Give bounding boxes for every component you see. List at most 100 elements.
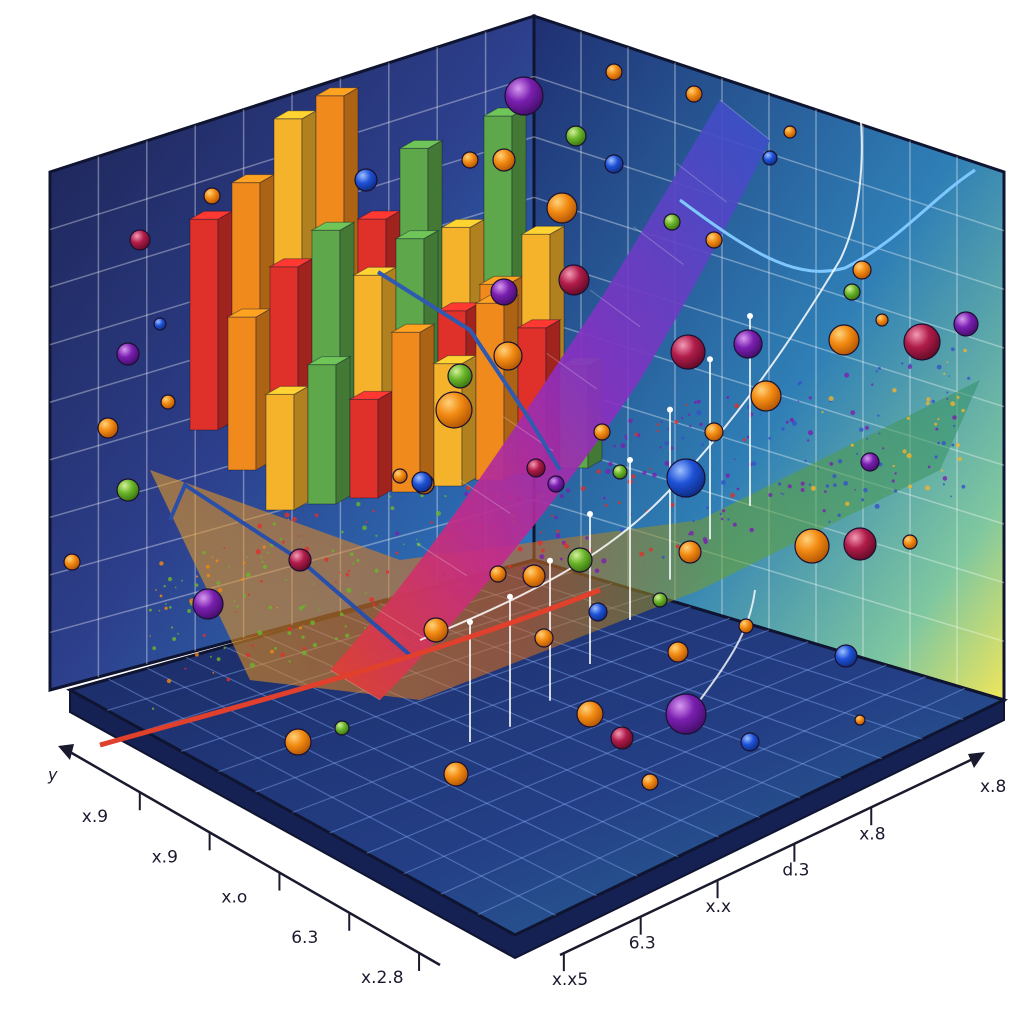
axis-left-tick-label: x.9 [82,807,108,827]
particle-dot [656,429,660,433]
sphere-marker [129,229,151,251]
particle-dot [508,564,512,568]
particle-dot [194,583,199,587]
particle-dot [158,609,161,612]
particle-dot [564,543,570,549]
particle-dot [364,592,367,595]
particle-dot [844,372,850,378]
trend-line-floor-curve [699,589,756,701]
particle-dot [688,533,691,536]
particle-dot [287,631,292,635]
surface-dropline-cap [707,356,713,363]
particle-dot [331,549,335,553]
particle-dot [859,427,864,432]
sphere-marker [902,534,918,550]
axis-left [58,744,441,967]
particle-dot [341,530,344,534]
axis-right [559,752,985,957]
particle-dot [346,587,352,593]
particle-dot [420,493,424,498]
particle-dot [243,594,247,597]
particle-dot [837,459,843,464]
particle-dot [565,488,571,493]
particle-dot [952,415,957,420]
sphere-marker [750,380,782,412]
sphere-marker [392,468,408,484]
sphere-marker [116,342,140,366]
sphere-marker [288,548,312,572]
bar [264,385,310,511]
particle-dot [721,480,726,485]
particle-dot [464,491,469,496]
particle-dot [550,514,554,517]
particle-dot [742,438,747,442]
particle-dot [302,650,307,656]
particle-dot [292,516,297,522]
particle-dot [950,401,956,407]
particle-dot [608,461,613,467]
particle-dot [878,432,881,435]
particle-dot [164,603,167,605]
particle-dot [946,361,949,363]
particle-dot [701,443,705,447]
particle-dot [338,571,341,574]
sphere-marker [116,478,140,502]
bar-front-face [307,364,337,505]
axis-right-tick-label: x.8 [859,824,885,844]
floor-grid-line [329,641,809,834]
particle-dot [652,472,657,478]
particle-dot [166,678,172,684]
sphere-marker [565,125,587,147]
particle-dot [681,436,685,440]
surface-dropline-cap [507,593,513,600]
surface-dropline-cap [587,511,593,517]
sphere-marker [192,588,224,620]
particle-dot [733,458,736,461]
bar [348,390,394,499]
particle-dot [149,635,151,637]
particle-dot [957,456,962,462]
surface-grid-line [416,542,467,576]
sphere-marker [610,726,634,750]
particle-dot [594,568,600,574]
particle-dot [952,424,956,428]
particle-dot [833,483,837,487]
sphere-marker [526,458,546,478]
particle-dot [894,472,897,475]
particle-dot [276,606,279,609]
floor-grid-line [440,676,926,895]
particle-dot [807,439,810,442]
particle-dot [789,417,794,423]
bar [188,210,234,431]
particle-dot [209,655,212,658]
particle-dot [301,605,305,609]
sphere-marker [875,313,889,327]
particle-dot [950,495,953,498]
particle-dot [692,520,695,523]
sphere-marker [334,720,350,736]
bar-top-face [390,323,436,333]
particle-dot [310,620,315,626]
particle-dot [736,487,740,491]
particle-dot [782,493,785,496]
particle-dot [845,501,850,506]
particle-dot [274,646,278,650]
particle-dot [390,506,395,511]
particle-dot [340,541,343,544]
particle-dot [961,484,966,489]
particle-dot [280,652,286,658]
sphere-marker [738,618,754,634]
particle-dot [661,555,665,559]
floor-grid-line [255,617,731,793]
particle-dot [601,558,607,564]
sphere-marker [534,628,554,648]
particle-dot [639,551,645,557]
particle-dot [369,597,375,603]
particle-dot [871,383,874,386]
particle-dot [240,578,244,581]
bar [306,355,352,505]
sphere-marker [612,464,628,480]
trend-line-middle [376,270,562,472]
